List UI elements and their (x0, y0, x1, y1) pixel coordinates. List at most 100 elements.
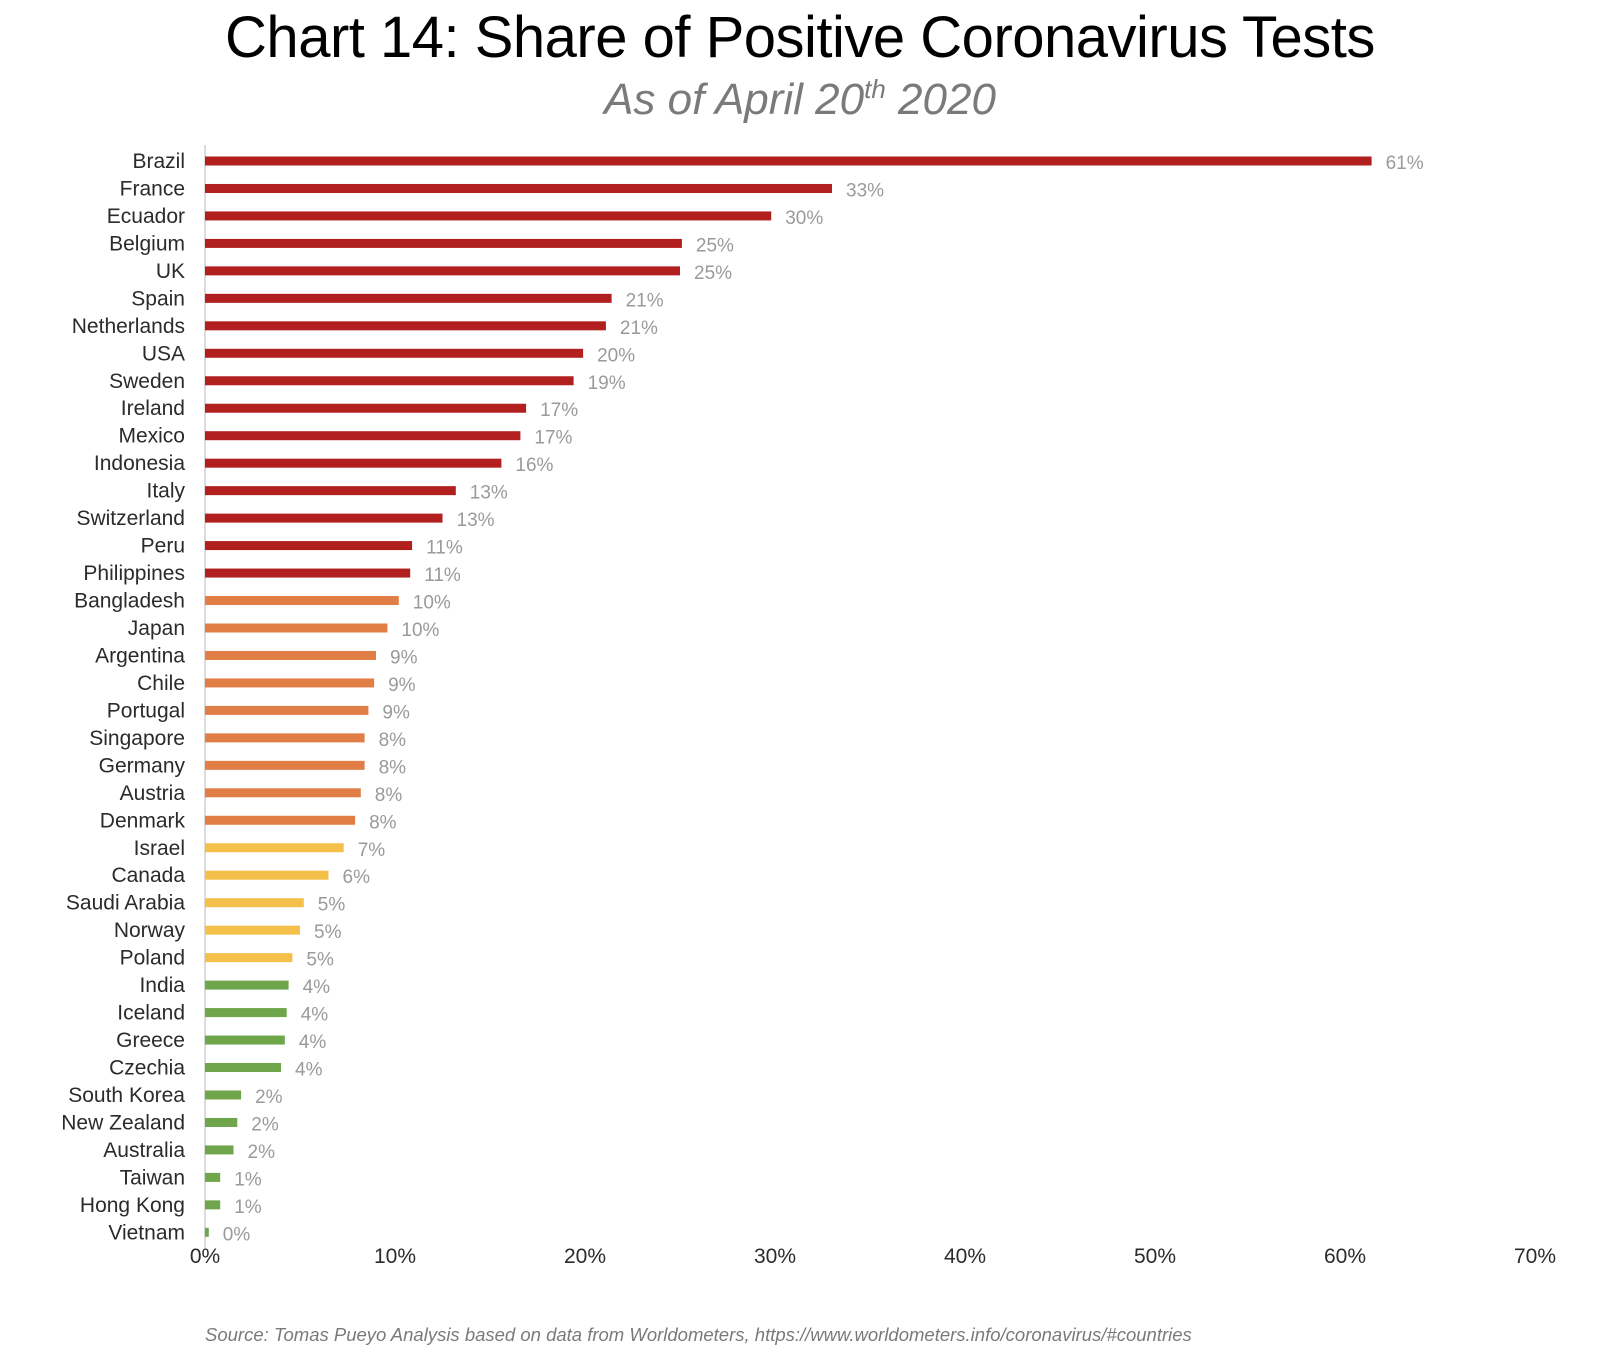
data-label: 4% (301, 1005, 329, 1026)
category-label: Peru (141, 535, 185, 558)
bar (205, 925, 300, 935)
x-tick-label: 20% (564, 1245, 606, 1268)
category-label: Singapore (89, 727, 185, 750)
x-tick-label: 60% (1324, 1245, 1366, 1268)
category-label: South Korea (68, 1084, 185, 1107)
category-label: Ireland (121, 397, 185, 420)
category-label: Australia (103, 1139, 185, 1162)
category-label: Vietnam (108, 1221, 185, 1244)
chart-title: Chart 14: Share of Positive Coronavirus … (225, 5, 1375, 70)
category-label: Sweden (109, 370, 185, 393)
x-tick-label: 0% (190, 1245, 220, 1268)
bar (205, 458, 502, 468)
data-label: 5% (318, 895, 346, 916)
data-label: 6% (343, 867, 371, 888)
x-tick-label: 30% (754, 1245, 796, 1268)
category-label: Denmark (100, 809, 186, 832)
data-label: 8% (369, 812, 397, 833)
data-label: 4% (295, 1060, 323, 1081)
category-label: Canada (111, 864, 185, 887)
data-label: 1% (234, 1169, 262, 1190)
category-label: Argentina (95, 644, 185, 667)
data-label: 25% (694, 263, 732, 284)
bar (205, 1145, 234, 1155)
category-label: Iceland (117, 1002, 185, 1025)
bar (205, 1200, 221, 1210)
bar (205, 1008, 287, 1018)
bar (205, 293, 612, 303)
bar (205, 266, 680, 276)
bar (205, 568, 411, 578)
category-label: Switzerland (76, 507, 185, 530)
data-label: 2% (251, 1114, 279, 1135)
bar (205, 623, 388, 633)
data-label: 13% (470, 483, 508, 504)
data-label: 1% (234, 1197, 262, 1218)
bar (205, 348, 584, 358)
bar (205, 815, 356, 825)
category-label: Greece (116, 1029, 185, 1052)
category-label: UK (156, 260, 185, 283)
data-label: 4% (299, 1032, 327, 1053)
category-label: Belgium (109, 232, 185, 255)
category-label: Indonesia (94, 452, 185, 475)
data-label: 17% (534, 428, 572, 449)
chart-subtitle: As of April 20th 2020 (0, 74, 1600, 125)
category-label: New Zealand (61, 1111, 185, 1134)
category-label: Saudi Arabia (66, 892, 185, 915)
category-label: Hong Kong (80, 1194, 185, 1217)
category-label: Mexico (118, 425, 185, 448)
bar (205, 1090, 242, 1100)
data-label: 19% (588, 373, 626, 394)
category-label: Brazil (132, 150, 185, 173)
category-label: Japan (128, 617, 185, 640)
subtitle-suffix: 2020 (885, 75, 996, 124)
category-label: Chile (137, 672, 185, 695)
category-label: Taiwan (120, 1166, 185, 1189)
bar (205, 898, 304, 908)
subtitle-prefix: As of April 20 (604, 75, 865, 124)
category-label: Poland (120, 947, 185, 970)
bar (205, 596, 399, 606)
x-tick-label: 50% (1134, 1245, 1176, 1268)
data-label: 33% (846, 180, 884, 201)
data-label: 21% (620, 318, 658, 339)
data-label: 30% (785, 208, 823, 229)
data-label: 9% (390, 647, 418, 668)
bar (205, 870, 329, 880)
category-label: Netherlands (72, 315, 185, 338)
category-label: Czechia (109, 1057, 185, 1080)
bar (205, 513, 443, 523)
bar (205, 1227, 209, 1237)
data-label: 2% (248, 1142, 276, 1163)
bar (205, 376, 574, 386)
bar (205, 1063, 281, 1073)
bar (205, 238, 682, 248)
category-label: Norway (114, 919, 186, 942)
data-label: 16% (515, 455, 553, 476)
bar (205, 953, 293, 963)
bar (205, 843, 344, 853)
bar (205, 486, 456, 496)
bar (205, 431, 521, 441)
data-label: 2% (255, 1087, 283, 1108)
bar (205, 321, 606, 331)
data-label: 7% (358, 840, 386, 861)
data-label: 17% (540, 400, 578, 421)
source-note: Source: Tomas Pueyo Analysis based on da… (205, 1324, 1192, 1345)
data-label: 5% (314, 922, 342, 943)
bar (205, 541, 413, 551)
x-tick-label: 70% (1514, 1245, 1556, 1268)
data-label: 8% (379, 757, 407, 778)
bar (205, 403, 527, 413)
data-label: 8% (379, 730, 407, 751)
category-label: Spain (131, 287, 185, 310)
data-label: 9% (382, 702, 410, 723)
category-label: USA (142, 342, 185, 365)
data-label: 11% (424, 565, 461, 586)
data-label: 10% (401, 620, 439, 641)
data-label: 13% (457, 510, 495, 531)
category-label: Ecuador (107, 205, 185, 228)
data-label: 21% (626, 290, 664, 311)
